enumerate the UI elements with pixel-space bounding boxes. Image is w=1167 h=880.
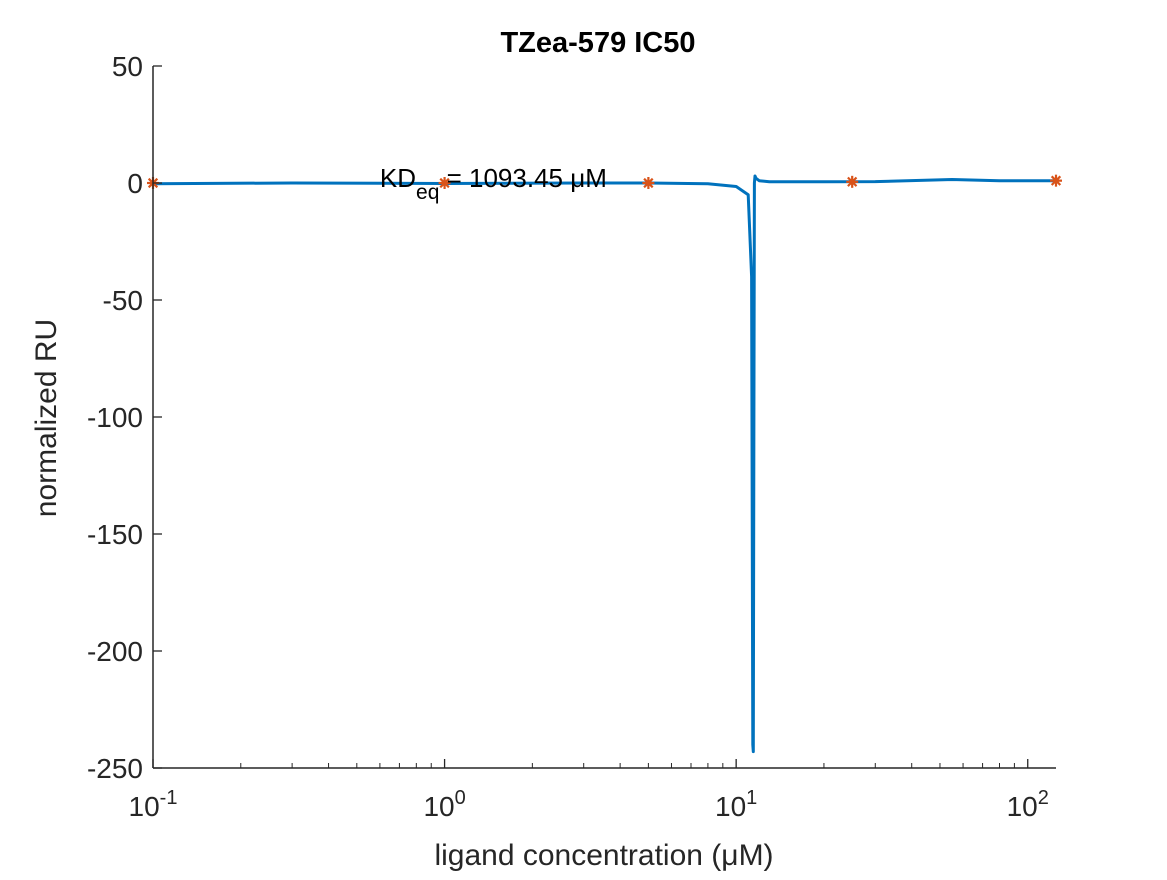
- y-tick-label: -200: [87, 636, 143, 667]
- y-tick-label: 50: [112, 51, 143, 82]
- y-tick-label: -50: [103, 285, 143, 316]
- data-point: [642, 177, 655, 189]
- y-tick-label: -250: [87, 753, 143, 784]
- data-point: [1050, 174, 1062, 187]
- x-tick-label: 101: [715, 787, 757, 822]
- x-axis-label: ligand concentration (μM): [434, 839, 773, 872]
- x-tick-label: 10-1: [129, 787, 178, 822]
- fit-line: [152, 174, 1056, 754]
- data-point: [846, 175, 859, 188]
- data-point: [438, 177, 451, 189]
- y-tick-label: 0: [127, 168, 143, 199]
- plot-area: KDeq = 1093.45 μM: [147, 163, 1062, 754]
- chart-title: TZea-579 IC50: [500, 27, 695, 59]
- x-tick-label: 100: [423, 787, 465, 822]
- y-axis-label: normalized RU: [30, 319, 63, 517]
- y-tick-label: -150: [87, 519, 143, 550]
- kd-annotation: KDeq = 1093.45 μM: [380, 163, 607, 204]
- y-tick-label: -100: [87, 402, 143, 433]
- x-tick-label: 102: [1007, 787, 1049, 822]
